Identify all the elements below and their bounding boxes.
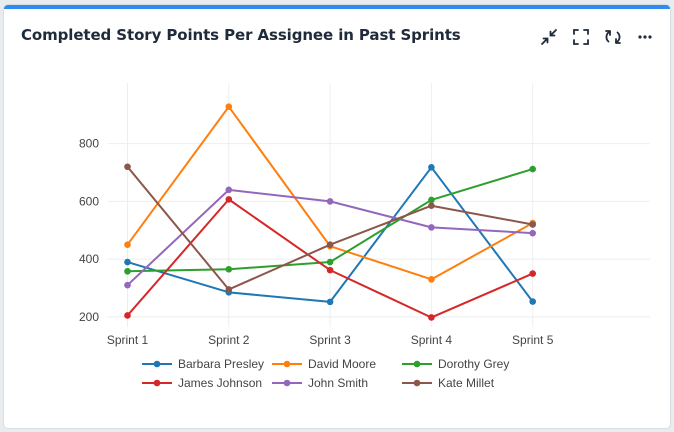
series-james-johnson[interactable] — [124, 196, 536, 321]
x-tick-label: Sprint 1 — [107, 333, 149, 347]
y-tick-label: 800 — [79, 137, 99, 151]
more-icon — [638, 35, 652, 39]
collapse-button[interactable] — [538, 26, 560, 48]
data-point[interactable] — [326, 266, 334, 274]
data-point[interactable] — [326, 241, 334, 249]
legend-item[interactable]: John Smith — [272, 376, 402, 390]
data-point[interactable] — [428, 276, 435, 283]
data-point[interactable] — [225, 196, 233, 203]
data-point[interactable] — [225, 265, 233, 273]
legend-item[interactable]: Barbara Presley — [142, 357, 272, 371]
data-point[interactable] — [124, 163, 131, 171]
card-toolbar — [538, 26, 656, 48]
data-point[interactable] — [529, 229, 536, 237]
x-tick-label: Sprint 2 — [208, 333, 250, 347]
chart-legend: Barbara Presley David Moore Dorothy Grey Ja… — [142, 357, 562, 390]
chart-card: Completed Story Points Per Assignee in P… — [4, 5, 670, 428]
series-dorothy-grey[interactable] — [124, 165, 536, 275]
more-button[interactable] — [634, 26, 656, 48]
legend-swatch-icon — [272, 379, 302, 387]
collapse-icon — [541, 29, 557, 45]
y-tick-label: 200 — [79, 310, 99, 324]
data-point[interactable] — [326, 298, 334, 306]
legend-label: Kate Millet — [438, 376, 495, 390]
legend-label: David Moore — [308, 357, 377, 371]
data-point[interactable] — [225, 286, 233, 293]
data-point[interactable] — [428, 196, 435, 204]
legend-label: Dorothy Grey — [438, 357, 510, 371]
line-chart: 200 400 600 800 Sprint 1 Sprint 2 Sprint 3 Spri… — [79, 83, 650, 347]
fullscreen-button[interactable] — [570, 26, 592, 48]
series-john-smith[interactable] — [124, 186, 536, 289]
legend-item[interactable]: James Johnson — [142, 376, 272, 390]
card-header: Completed Story Points Per Assignee in P… — [4, 9, 670, 61]
data-point[interactable] — [428, 314, 435, 321]
data-point[interactable] — [124, 258, 131, 266]
data-point[interactable] — [529, 270, 536, 277]
data-point[interactable] — [124, 312, 131, 319]
y-tick-label: 400 — [79, 252, 99, 266]
data-point[interactable] — [124, 281, 131, 289]
data-point[interactable] — [124, 267, 131, 275]
legend-item[interactable]: Kate Millet — [402, 376, 532, 390]
data-point[interactable] — [326, 198, 334, 205]
legend-label: James Johnson — [178, 376, 263, 390]
x-tick-label: Sprint 5 — [512, 333, 554, 347]
data-point[interactable] — [225, 186, 233, 194]
data-point[interactable] — [529, 165, 536, 173]
legend-item[interactable]: Dorothy Grey — [402, 357, 532, 371]
x-tick-label: Sprint 4 — [411, 333, 453, 347]
data-point[interactable] — [428, 224, 435, 231]
legend-label: Barbara Presley — [178, 357, 265, 371]
data-point[interactable] — [529, 298, 536, 305]
data-point[interactable] — [428, 202, 435, 210]
refresh-icon — [605, 30, 621, 44]
legend-swatch-icon — [402, 379, 432, 387]
data-point[interactable] — [326, 258, 334, 266]
refresh-button[interactable] — [602, 26, 624, 48]
chart-title: Completed Story Points Per Assignee in P… — [21, 26, 461, 44]
data-point[interactable] — [124, 241, 131, 249]
data-point[interactable] — [225, 103, 233, 110]
legend-swatch-icon — [142, 360, 172, 368]
legend-item[interactable]: David Moore — [272, 357, 402, 371]
legend-swatch-icon — [142, 379, 172, 387]
x-tick-label: Sprint 3 — [309, 333, 351, 347]
fullscreen-icon — [573, 29, 589, 45]
data-point[interactable] — [428, 164, 435, 171]
series-kate-millet[interactable] — [124, 163, 536, 293]
legend-swatch-icon — [272, 360, 302, 368]
y-tick-label: 600 — [79, 194, 99, 208]
legend-label: John Smith — [308, 376, 369, 390]
legend-swatch-icon — [402, 360, 432, 368]
data-point[interactable] — [529, 221, 536, 228]
chart-area: 200 400 600 800 Sprint 1 Sprint 2 Sprint 3 Spri… — [4, 61, 670, 428]
